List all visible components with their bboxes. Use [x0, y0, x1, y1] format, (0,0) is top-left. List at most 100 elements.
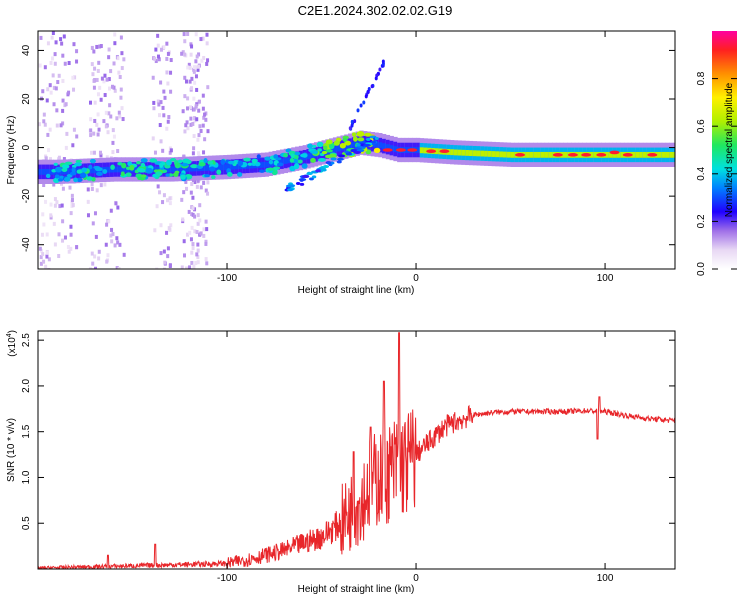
- heatmap-core-cell: [416, 147, 421, 153]
- heatmap-core-cell: [45, 168, 50, 175]
- heatmap-noise-cell: [159, 223, 163, 228]
- heatmap-noise-cell: [187, 209, 191, 214]
- heatmap-peak-blob: [567, 153, 578, 157]
- heatmap-noise-cell: [47, 257, 51, 262]
- heatmap-noise-cell: [203, 137, 207, 142]
- heatmap-core-cell: [279, 158, 285, 165]
- heatmap-noise-cell: [40, 248, 44, 253]
- heatmap-blob: [266, 167, 275, 171]
- bot-ytick-label: 2.0: [21, 379, 32, 393]
- heatmap-blob: [300, 153, 308, 158]
- heatmap-blob: [356, 131, 365, 137]
- heatmap-blob: [271, 169, 278, 176]
- heatmap-noise-cell: [64, 102, 68, 107]
- heatmap-core-cell: [215, 164, 220, 171]
- heatmap-branch-blob: [345, 152, 353, 156]
- heatmap-noise-cell: [113, 32, 117, 37]
- heatmap-branch-blob: [326, 161, 332, 165]
- heatmap-blob: [173, 172, 179, 177]
- heatmap-noise-cell: [206, 180, 210, 185]
- heatmap-core-cell: [563, 151, 568, 158]
- heatmap-noise-cell: [118, 75, 122, 80]
- heatmap-noise-cell: [92, 150, 96, 155]
- heatmap-noise-cell: [70, 193, 74, 198]
- heatmap-noise-cell: [184, 266, 188, 269]
- heatmap-noise-cell: [61, 108, 65, 113]
- heatmap-noise-cell: [95, 188, 99, 193]
- heatmap-blob: [61, 164, 70, 169]
- heatmap-core-cell: [132, 166, 137, 173]
- heatmap-noise-cell: [99, 44, 103, 49]
- heatmap-noise-cell: [88, 267, 92, 269]
- heatmap-blob: [125, 172, 132, 177]
- heatmap-noise-cell: [96, 68, 100, 73]
- heatmap-core-cell: [230, 163, 236, 170]
- heatmap-core-cell: [669, 151, 674, 158]
- heatmap-noise-cell: [69, 211, 73, 216]
- heatmap-noise-cell: [204, 188, 208, 193]
- heatmap-noise-cell: [93, 66, 97, 71]
- heatmap-noise-cell: [99, 183, 103, 188]
- heatmap-noise-cell: [205, 227, 209, 232]
- heatmap-noise-cell: [165, 126, 169, 131]
- heatmap-noise-cell: [204, 257, 208, 262]
- heatmap-noise-cell: [94, 234, 98, 239]
- heatmap-blob: [86, 176, 93, 181]
- heatmap-noise-cell: [120, 66, 124, 71]
- heatmap-core-cell: [537, 151, 542, 158]
- heatmap-noise-cell: [154, 47, 158, 52]
- heatmap-core-cell: [332, 146, 338, 153]
- heatmap-noise-cell: [165, 70, 169, 75]
- heatmap-noise-cell: [95, 44, 99, 49]
- heatmap-noise-cell: [192, 65, 196, 70]
- bot-ytick-label: 2.5: [21, 333, 32, 347]
- heatmap-core-cell: [423, 147, 428, 154]
- heatmap-branch-blob: [295, 181, 301, 185]
- heatmap-core-cell: [234, 163, 239, 170]
- heatmap-noise-cell: [65, 131, 69, 136]
- heatmap-core-cell: [635, 151, 640, 158]
- heatmap-blob: [351, 132, 357, 137]
- heatmap-blob: [64, 161, 73, 165]
- heatmap-blob: [325, 149, 333, 153]
- heatmap-blob: [174, 162, 181, 169]
- heatmap-noise-cell: [114, 201, 118, 206]
- heatmap-noise-cell: [158, 123, 162, 128]
- heatmap-noise-cell: [195, 184, 199, 189]
- heatmap-noise-cell: [202, 227, 206, 232]
- heatmap-noise-cell: [194, 104, 198, 109]
- colorbar-tick-label: 0.4: [696, 166, 707, 180]
- heatmap-core-cell: [261, 161, 266, 168]
- heatmap-blob: [165, 173, 170, 177]
- heatmap-noise-cell: [69, 232, 73, 237]
- top-ytick-label: -40: [21, 237, 32, 252]
- spectrogram-axes: -100 0 100 40 20 0 -20 -40: [21, 31, 675, 284]
- heatmap-core-cell: [484, 150, 489, 157]
- heatmap-noise-cell: [165, 230, 169, 235]
- heatmap-noise-cell: [39, 35, 43, 40]
- heatmap-blob: [53, 162, 58, 166]
- heatmap-noise-cell: [189, 42, 193, 47]
- heatmap-noise-cell: [193, 207, 197, 212]
- heatmap-blob: [373, 147, 381, 154]
- heatmap-noise-cell: [184, 79, 188, 84]
- heatmap-noise-cell: [189, 52, 193, 57]
- heatmap-noise-cell: [182, 190, 186, 195]
- heatmap-noise-cell: [183, 253, 187, 258]
- heatmap-noise-cell: [96, 112, 100, 117]
- heatmap-core-cell: [525, 151, 530, 158]
- heatmap-peak-blob: [581, 153, 592, 157]
- heatmap-noise-cell: [42, 259, 46, 264]
- heatmap-blob: [95, 171, 103, 177]
- top-xtick-label: 0: [413, 273, 419, 284]
- heatmap-core-cell: [185, 165, 190, 172]
- heatmap-noise-cell: [205, 41, 209, 46]
- heatmap-noise-cell: [169, 148, 173, 153]
- heatmap-noise-cell: [98, 85, 102, 90]
- heatmap-noise-cell: [188, 230, 192, 235]
- heatmap-noise-cell: [162, 45, 166, 50]
- heatmap-noise-cell: [90, 251, 94, 256]
- heatmap-noise-cell: [67, 249, 71, 254]
- heatmap-noise-cell: [111, 128, 115, 133]
- heatmap-noise-cell: [189, 190, 193, 195]
